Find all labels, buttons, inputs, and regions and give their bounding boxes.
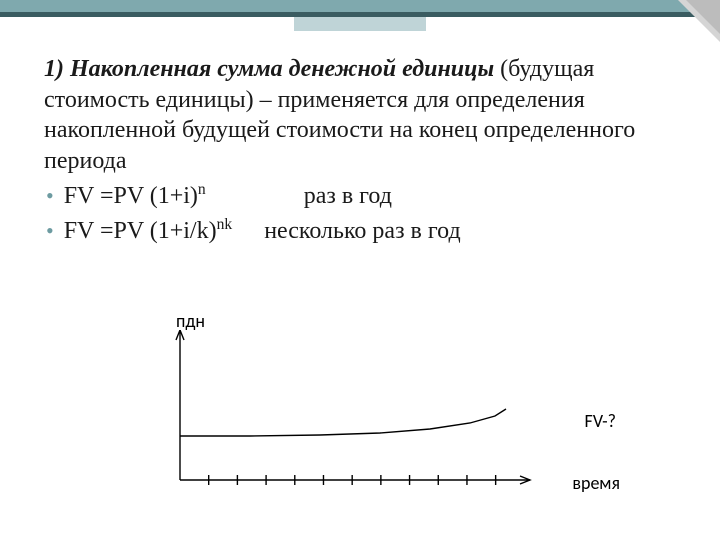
y-axis-label: пдн <box>176 310 205 332</box>
lead-number: 1) <box>44 56 64 82</box>
bullet-1: • FV =PV (1+i)n раз в год <box>44 179 676 212</box>
formula-2: FV =PV (1+i/k)nk несколько раз в год <box>64 214 461 247</box>
curve-end-label: FV-? <box>585 410 616 432</box>
header-notch <box>294 17 426 31</box>
slide-content: 1) Накопленная сумма денежной единицы (б… <box>44 54 676 248</box>
bullet-dot-icon: • <box>46 216 54 246</box>
header-bar <box>0 0 720 12</box>
x-axis-label: время <box>572 472 620 494</box>
bullet-2: • FV =PV (1+i/k)nk несколько раз в год <box>44 214 676 247</box>
page-corner-shadow <box>686 0 720 34</box>
bullet-dot-icon: • <box>46 181 54 211</box>
chart: пдн FV-? время <box>150 310 610 500</box>
title-bold: Накопленная сумма денежной единицы <box>70 56 494 82</box>
formula-1: FV =PV (1+i)n раз в год <box>64 179 392 212</box>
title-paragraph: 1) Накопленная сумма денежной единицы (б… <box>44 54 676 177</box>
chart-svg <box>170 330 540 500</box>
